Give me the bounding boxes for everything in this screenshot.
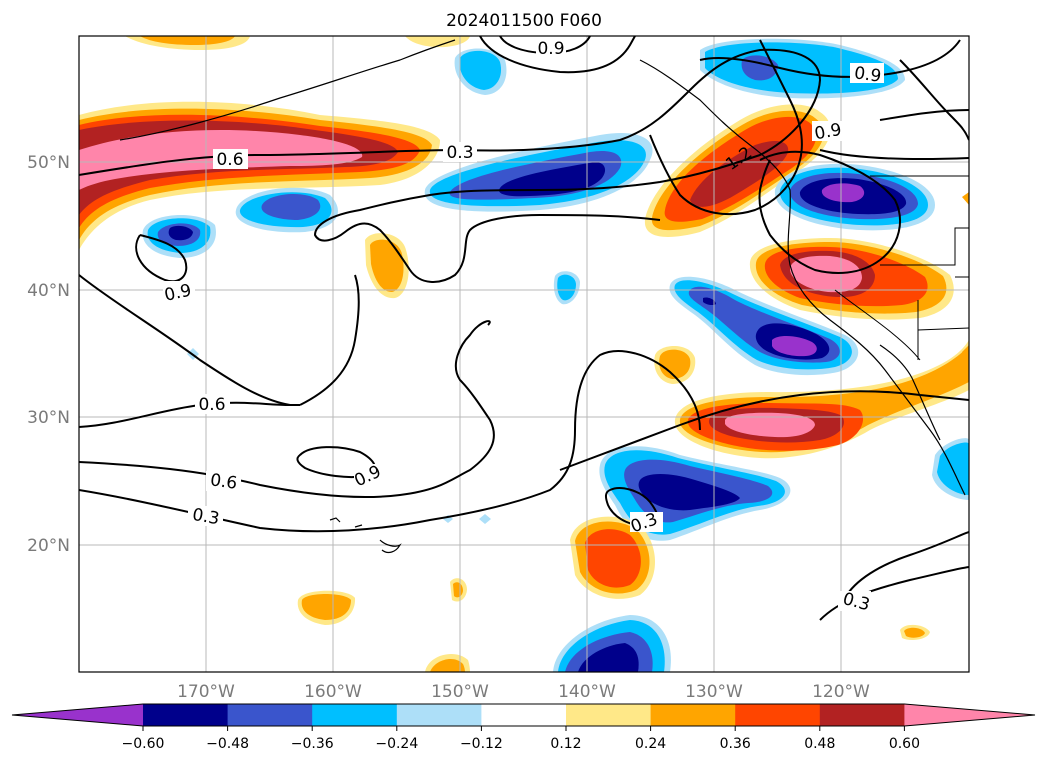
contour-label: 0.6 [198,395,225,415]
contour-03-se [844,531,969,599]
lon-label: 170°W [177,682,235,702]
lat-label: 40°N [27,281,70,301]
map-frame [78,35,970,673]
lat-label: 30°N [27,408,70,428]
warm-anomaly-160w-15n-2 [301,594,351,620]
colorbar-tick-label: −0.60 [122,736,165,752]
cold-anomaly-127w-6 [703,297,716,306]
colorbar-tick-label: 0.36 [720,736,751,752]
contour-06-south [79,320,495,498]
cold-anomaly-135w-4 [638,474,740,511]
warm-anomaly-155w-2 [370,239,404,292]
contour-03-south [79,350,701,533]
colorbar-tick-label: −0.36 [291,736,334,752]
lon-label: 120°W [812,682,870,702]
colorbar-segment [481,704,567,726]
cold-anomaly-160w-3 [261,193,321,220]
warm-anomaly-150w-10n-2 [430,658,465,672]
colorbar-tick-label: −0.48 [206,736,249,752]
colorbar-tick-label: −0.24 [375,736,418,752]
contour-lines [79,36,969,621]
colorbar-segment [819,704,905,726]
colorbar-tick-label: 0.60 [889,736,920,752]
colorbar: −0.60 −0.48 −0.36 −0.24 −0.12 0.12 0.24 0.36 0.4… [11,703,1036,752]
colorbar-tick-label: −0.12 [460,736,503,752]
colorbar-segment [227,704,313,726]
contour-03-center [290,274,360,406]
contour-label: 0.9 [813,120,843,144]
colorbar-segment [735,704,821,726]
contour-06-west [79,274,291,406]
contour-label: 0.3 [446,143,473,163]
colorbar-extend-low [12,704,143,726]
contour-east-upper-2 [879,109,969,121]
cold-anomaly-spot-3 [479,514,491,524]
lat-label: 20°N [27,536,70,556]
lat-labels: 50°N 40°N 30°N 20°N [27,153,70,556]
colorbar-extend-high [904,704,1035,726]
map-panel: 0.9 0.9 0.9 0.6 0.3 0.9 0.6 0.9 0.6 0.3 … [78,35,970,673]
warm-anomaly-112w-13n-2 [904,627,925,638]
colorbar-segment [312,704,398,726]
lon-label: 150°W [431,682,489,702]
cold-anomaly-top-right-2 [705,42,898,94]
cold-anomaly-142w-2 [557,274,576,301]
contour-12-coast [649,39,803,216]
contour-label: 0.9 [853,63,883,87]
colorbar-segment [396,704,482,726]
contour-label: 0.9 [537,39,564,59]
colorbar-segment [650,704,736,726]
lon-label: 130°W [685,682,743,702]
cold-anomaly-top-150w-2 [459,50,502,90]
contour-label: 0.6 [216,150,243,170]
warm-anomaly-top-145w [405,36,470,48]
map-title: 2024011500 F060 [446,11,602,31]
cold-anomaly-145w-4 [499,162,606,197]
anomaly-fill-layer [79,36,969,672]
colorbar-tick-label: 0.48 [804,736,835,752]
contour-label: 0.6 [209,470,239,494]
cold-anomaly-bottom-140w-4 [578,643,639,672]
lon-label: 140°W [558,682,616,702]
contour-label-bgs [163,38,884,611]
warm-anomaly-top-165w-2 [140,36,235,45]
contour-06-north [79,48,822,283]
contour-09-ne [699,39,961,78]
coastlines [119,39,969,554]
warm-anomaly-122w-5 [789,255,862,293]
colorbar-segment [143,704,229,726]
warm-anomaly-edge-east [962,192,969,205]
lat-label: 50°N [27,153,70,173]
contour-south-east [559,390,969,471]
contour-03-se-2 [819,566,969,621]
warm-anomaly-125w-5 [725,412,815,438]
colorbar-tick-label: 0.24 [635,736,666,752]
warm-anomaly-133w-2 [659,349,691,379]
contour-east-upper [819,149,969,161]
lon-labels: 170°W 160°W 150°W 140°W 130°W 120°W [177,682,870,702]
contour-09-north-top [479,36,636,74]
cold-anomaly-127w-5 [772,336,817,357]
contour-top-right-edge [899,59,969,141]
contour-label: 0.3 [191,505,221,529]
lon-label: 160°W [304,682,362,702]
contour-09-nw [135,234,188,283]
cold-anomaly-120w-5 [821,183,865,203]
contour-09-coast [758,150,901,274]
colorbar-tick-label: 0.12 [550,736,581,752]
colorbar-segment [566,704,652,726]
warm-anomaly-edge-east-2 [962,345,969,360]
cold-anomaly-170w-4 [168,225,193,241]
warm-anomaly-138w-3 [585,529,641,588]
